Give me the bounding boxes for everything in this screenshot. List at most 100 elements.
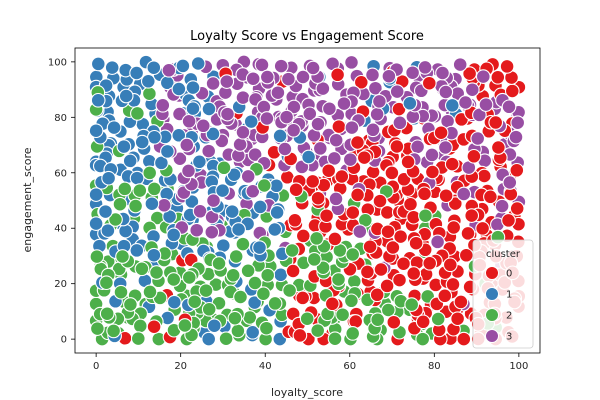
point-cluster-0 bbox=[438, 188, 454, 204]
point-cluster-0 bbox=[491, 140, 506, 155]
point-cluster-3 bbox=[235, 90, 251, 105]
point-cluster-0 bbox=[499, 59, 515, 74]
legend-marker-3 bbox=[485, 329, 499, 343]
point-cluster-3 bbox=[502, 175, 518, 190]
point-cluster-1 bbox=[402, 95, 418, 111]
point-cluster-2 bbox=[227, 310, 243, 326]
point-cluster-0 bbox=[475, 221, 490, 236]
point-cluster-1 bbox=[166, 294, 182, 310]
y-axis-title: engagement_score bbox=[21, 147, 34, 252]
point-cluster-0 bbox=[384, 165, 400, 181]
x-tick-label: 60 bbox=[343, 361, 356, 372]
point-cluster-3 bbox=[286, 122, 301, 138]
plot-frame bbox=[74, 47, 541, 354]
point-cluster-0 bbox=[389, 139, 405, 154]
point-cluster-3 bbox=[247, 147, 263, 162]
x-axis: 0 20 40 60 80 100 bbox=[93, 353, 528, 372]
legend-marker-1 bbox=[485, 287, 499, 301]
point-cluster-1 bbox=[146, 247, 162, 263]
point-cluster-0 bbox=[417, 186, 432, 202]
point-cluster-2 bbox=[132, 318, 148, 334]
point-cluster-2 bbox=[259, 320, 274, 336]
point-cluster-3 bbox=[430, 234, 445, 250]
point-cluster-0 bbox=[350, 135, 365, 150]
legend-label-3: 3 bbox=[506, 332, 512, 343]
point-cluster-3 bbox=[310, 116, 326, 132]
point-cluster-3 bbox=[510, 115, 526, 131]
point-cluster-3 bbox=[302, 106, 318, 122]
point-cluster-2 bbox=[142, 86, 157, 102]
point-cluster-0 bbox=[287, 212, 303, 228]
point-cluster-3 bbox=[478, 97, 494, 112]
point-cluster-2 bbox=[106, 323, 121, 339]
point-cluster-3 bbox=[240, 169, 256, 184]
point-cluster-0 bbox=[334, 169, 350, 184]
point-cluster-1 bbox=[273, 267, 289, 283]
chart-title: Loyalty Score vs Engagement Score bbox=[190, 29, 424, 44]
point-cluster-0 bbox=[348, 314, 364, 329]
point-cluster-0 bbox=[442, 257, 458, 273]
point-cluster-1 bbox=[129, 243, 145, 258]
point-cluster-1 bbox=[98, 204, 113, 219]
point-cluster-1 bbox=[231, 222, 246, 237]
point-cluster-3 bbox=[452, 57, 468, 72]
point-cluster-1 bbox=[134, 134, 150, 150]
point-cluster-0 bbox=[462, 66, 477, 81]
point-cluster-1 bbox=[272, 128, 288, 144]
point-cluster-0 bbox=[330, 67, 345, 83]
point-cluster-1 bbox=[88, 216, 104, 231]
point-cluster-0 bbox=[362, 239, 378, 255]
point-cluster-0 bbox=[331, 119, 347, 134]
point-cluster-3 bbox=[156, 197, 172, 213]
point-cluster-1 bbox=[90, 92, 106, 108]
point-cluster-0 bbox=[146, 319, 162, 335]
point-cluster-3 bbox=[438, 84, 454, 100]
point-cluster-2 bbox=[123, 297, 138, 312]
point-cluster-3 bbox=[281, 71, 296, 87]
point-cluster-0 bbox=[396, 256, 411, 272]
point-cluster-3 bbox=[336, 96, 352, 111]
point-cluster-3 bbox=[312, 141, 328, 156]
legend-box bbox=[472, 239, 534, 349]
point-cluster-3 bbox=[508, 129, 524, 145]
point-cluster-0 bbox=[490, 69, 506, 85]
point-cluster-2 bbox=[242, 310, 258, 325]
point-cluster-2 bbox=[309, 231, 324, 246]
point-cluster-2 bbox=[177, 318, 193, 333]
point-cluster-3 bbox=[389, 84, 405, 99]
point-cluster-2 bbox=[108, 212, 123, 227]
point-cluster-3 bbox=[464, 82, 480, 98]
point-cluster-2 bbox=[335, 307, 350, 323]
point-cluster-1 bbox=[100, 223, 116, 238]
point-cluster-0 bbox=[400, 154, 416, 170]
point-cluster-1 bbox=[185, 101, 201, 116]
point-cluster-2 bbox=[142, 165, 158, 181]
point-cluster-0 bbox=[509, 162, 525, 178]
point-cluster-1 bbox=[88, 187, 104, 202]
point-cluster-2 bbox=[247, 275, 263, 291]
point-cluster-3 bbox=[365, 122, 381, 138]
point-cluster-3 bbox=[220, 106, 235, 122]
point-cluster-0 bbox=[360, 264, 375, 280]
point-cluster-2 bbox=[134, 261, 150, 277]
point-cluster-1 bbox=[215, 238, 231, 253]
point-cluster-2 bbox=[198, 283, 214, 298]
point-cluster-0 bbox=[476, 168, 492, 184]
x-tick-label: 20 bbox=[174, 361, 187, 372]
point-cluster-2 bbox=[132, 183, 148, 198]
point-cluster-0 bbox=[372, 193, 388, 209]
point-cluster-1 bbox=[104, 60, 120, 75]
point-cluster-2 bbox=[235, 236, 251, 252]
point-cluster-0 bbox=[324, 296, 340, 312]
point-cluster-2 bbox=[113, 284, 129, 300]
point-cluster-2 bbox=[225, 267, 241, 283]
x-tick-label: 100 bbox=[509, 361, 528, 372]
point-cluster-0 bbox=[380, 224, 396, 240]
point-cluster-0 bbox=[464, 208, 480, 223]
point-cluster-3 bbox=[328, 132, 344, 148]
point-cluster-2 bbox=[187, 294, 203, 310]
point-cluster-2 bbox=[142, 284, 158, 300]
point-cluster-2 bbox=[218, 331, 234, 347]
point-cluster-1 bbox=[224, 204, 240, 219]
point-cluster-0 bbox=[392, 272, 407, 288]
